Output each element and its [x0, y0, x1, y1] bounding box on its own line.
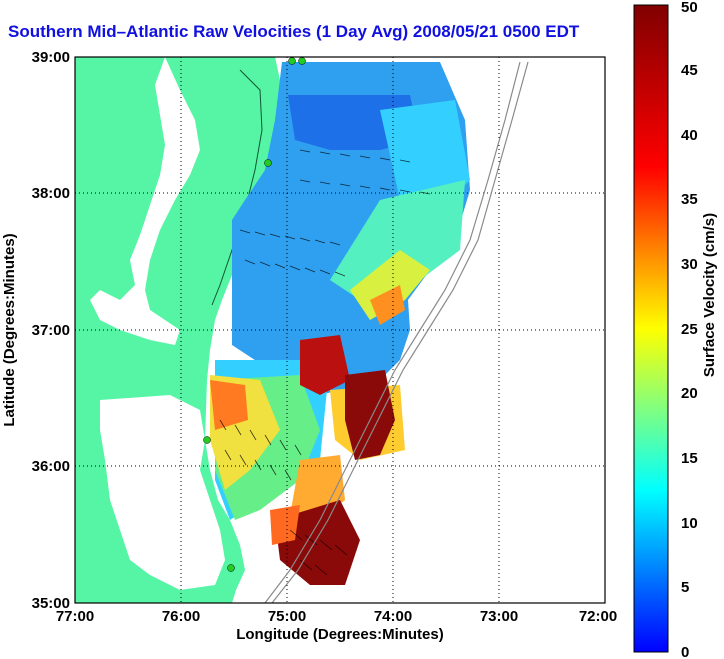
velocity-arrows [219, 149, 431, 576]
x-tick-labels: 77:00 76:00 75:00 74:00 73:00 72:00 [56, 608, 617, 625]
sound-water [100, 395, 225, 590]
colorbar-tick-label: 50 [681, 0, 698, 16]
colorbar-tick-label: 45 [681, 62, 698, 79]
colorbar-tick-label: 10 [681, 515, 698, 532]
station-dot [288, 57, 296, 65]
x-axis-label: Longitude (Degrees:Minutes) [236, 626, 444, 643]
y-tick-label: 38:00 [32, 185, 70, 202]
grid-lines [75, 57, 605, 603]
colorbar-tick-label: 0 [681, 644, 689, 659]
y-tick-labels: 39:00 38:00 37:00 36:00 35:00 [32, 49, 70, 612]
y-tick-label: 36:00 [32, 458, 70, 475]
y-tick-label: 37:00 [32, 322, 70, 339]
y-tick-label: 35:00 [32, 595, 70, 612]
velocity-field [210, 62, 470, 585]
y-tick-label: 39:00 [32, 49, 70, 66]
colorbar-tick-label: 30 [681, 256, 698, 273]
plot-frame [74, 56, 606, 604]
station-markers [203, 57, 306, 572]
colorbar-tick-labels: 0 5 10 15 20 25 30 35 40 45 50 [681, 0, 698, 659]
colorbar-tick-label: 35 [681, 191, 698, 208]
colorbar-tick-label: 5 [681, 579, 689, 596]
bay-water [90, 57, 200, 345]
colorbar-tick-label: 20 [681, 385, 698, 402]
x-tick-label: 74:00 [374, 608, 412, 625]
colorbar-tick-label: 25 [681, 321, 698, 338]
colorbar-label: Surface Velocity (cm/s) [701, 213, 718, 377]
colorbar-tick-label: 15 [681, 450, 698, 467]
x-tick-label: 73:00 [480, 608, 518, 625]
x-tick-label: 76:00 [162, 608, 200, 625]
x-tick-label: 77:00 [56, 608, 94, 625]
x-tick-label: 75:00 [268, 608, 306, 625]
colorbar [633, 4, 669, 653]
map-title: Southern Mid–Atlantic Raw Velocities (1 … [8, 22, 580, 41]
station-dot [227, 564, 235, 572]
bathymetry-contours [264, 61, 529, 604]
station-dot [203, 436, 211, 444]
station-dot [298, 57, 306, 65]
x-tick-label: 72:00 [579, 608, 617, 625]
peninsula-outline [211, 69, 263, 306]
station-dot [264, 159, 272, 167]
y-axis-label: Latitude (Degrees:Minutes) [1, 233, 18, 426]
colorbar-tick-label: 40 [681, 127, 698, 144]
